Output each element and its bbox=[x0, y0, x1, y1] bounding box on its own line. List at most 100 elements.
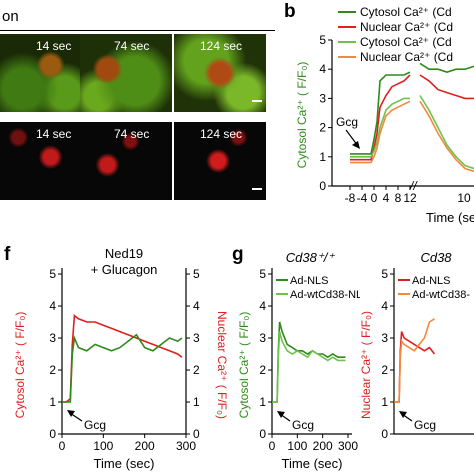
chart-g1-legend-label-0: Ad-NLS bbox=[290, 275, 329, 287]
chart-f-series-nuclear bbox=[62, 314, 183, 403]
chart-g2-ytick-label-1: 1 bbox=[381, 395, 388, 409]
chart-b-legend-label-1: Nuclear Ca²⁺ (Cd bbox=[360, 20, 453, 34]
chart-b-xtick-label-5: 12 bbox=[403, 191, 417, 205]
chart-g1-gcg-label: Gcg bbox=[292, 418, 314, 432]
chart-g1-series-ad-wtcd38-nls bbox=[272, 331, 346, 403]
micro-red-1: 14 sec bbox=[0, 122, 92, 200]
chart-f-ytick-left-label-5: 5 bbox=[49, 267, 56, 281]
micro-red-2: 74 sec bbox=[80, 122, 172, 200]
chart-f-ytick-right-label-2: 2 bbox=[193, 363, 200, 377]
chart-g2-ytick-label-3: 3 bbox=[381, 331, 388, 345]
chart-g1-ytick-label-2: 2 bbox=[259, 363, 266, 377]
chart-b-legend-label-0: Cytosol Ca²⁺ (Cd bbox=[360, 5, 452, 19]
chart-b-series-3 bbox=[350, 100, 411, 164]
chart-b-xtick-label-1: -4 bbox=[357, 191, 368, 205]
timestamp-red-1: 14 sec bbox=[36, 127, 72, 141]
chart-b-gcg-label: Gcg bbox=[336, 115, 358, 129]
chart-g2-legend-label-1: Ad-wtCd38- bbox=[412, 289, 470, 301]
scale-bar-green bbox=[252, 100, 262, 102]
chart-b-ytick-label-3: 3 bbox=[319, 91, 326, 105]
chart-f-title-line1: Ned19 bbox=[105, 246, 143, 261]
chart-b-xtick-label-0: -8 bbox=[345, 191, 356, 205]
chart-f-gcg-arrowhead bbox=[67, 410, 75, 417]
chart-f-xtick-label-1: 100 bbox=[93, 439, 113, 453]
scale-bar-red bbox=[252, 188, 262, 190]
chart-b-xtick-label-6: 10 bbox=[457, 191, 471, 205]
chart-g1-xtick-label-1: 100 bbox=[287, 439, 307, 453]
chart-g2-legend-label-0: Ad-NLS bbox=[412, 275, 451, 287]
chart-b-ytick-label-4: 4 bbox=[319, 62, 326, 76]
chart-b-xtick-label-4: 8 bbox=[395, 191, 402, 205]
chart-f-ytick-right-label-4: 4 bbox=[193, 299, 200, 313]
timestamp-green-3: 124 sec bbox=[200, 39, 243, 53]
chart-f: Ned19 + Glucagon Cytosol Ca²⁺ ( F/F₀) Nu… bbox=[13, 246, 229, 471]
micro-green-3: 124 sec bbox=[174, 34, 266, 112]
chart-b-xlabel: Time (sec bbox=[426, 210, 474, 225]
chart-f-ytick-right-label-5: 5 bbox=[193, 267, 200, 281]
chart-g2-ytick-label-0: 0 bbox=[381, 427, 388, 441]
chart-g1-gcg-arrowhead bbox=[277, 411, 285, 418]
chart-g2-gcg-arrowhead bbox=[399, 411, 407, 418]
chart-g2-ytick-label-4: 4 bbox=[381, 299, 388, 313]
chart-g2-gcg-label: Gcg bbox=[414, 418, 436, 432]
panel-letter-b: b bbox=[284, 1, 296, 22]
chart-b-yticks: 0 1 2 3 4 5 bbox=[319, 33, 332, 193]
chart-g2-series-ad-wtcd38 bbox=[394, 318, 435, 403]
chart-b-series-1 bbox=[350, 74, 411, 161]
chart-g1: Cd38⁺/⁺ Cytosol Ca²⁺ ( F/F₀) 0 1 2 3 4 5 0 100… bbox=[237, 250, 360, 471]
chart-g1-ytick-label-4: 4 bbox=[259, 299, 266, 313]
chart-f-xlabel: Time (sec) bbox=[94, 456, 155, 471]
chart-f-ytick-left-label-0: 0 bbox=[49, 427, 56, 441]
chart-b-break-mark: // bbox=[409, 179, 418, 193]
chart-b-series-cont-3 bbox=[419, 100, 474, 173]
chart-g2: Cd38 Nuclear Ca²⁺ ( F/F₀) 0 1 2 3 4 5 Ad-NLS A… bbox=[359, 250, 474, 441]
chart-f-xtick-label-3: 300 bbox=[176, 439, 196, 453]
chart-g1-xtick-label-0: 0 bbox=[269, 439, 276, 453]
chart-g1-xlabel: Time (sec) bbox=[282, 456, 343, 471]
chart-b-series-cont-2 bbox=[419, 95, 474, 170]
chart-b-legend-label-2: Cytosol Ca²⁺ (Cd bbox=[360, 35, 452, 49]
chart-b-xtick-label-3: 4 bbox=[383, 191, 390, 205]
chart-f-ytick-right-label-3: 3 bbox=[193, 331, 200, 345]
chart-f-xtick-label-2: 200 bbox=[135, 439, 155, 453]
chart-f-xtick-label-0: 0 bbox=[59, 439, 66, 453]
chart-b-series-2 bbox=[350, 97, 410, 158]
chart-f-series-cytosol bbox=[62, 333, 183, 403]
chart-g1-ytick-label-5: 5 bbox=[259, 267, 266, 281]
chart-f-title-line2: + Glucagon bbox=[91, 262, 158, 277]
chart-g2-ytick-label-5: 5 bbox=[381, 267, 388, 281]
chart-g2-title: Cd38 bbox=[420, 250, 452, 265]
chart-f-gcg-label: Gcg bbox=[84, 418, 106, 432]
chart-b-ytick-label-5: 5 bbox=[319, 33, 326, 47]
timestamp-red-2: 74 sec bbox=[114, 127, 150, 141]
chart-b-xticks: -8 -4 0 4 8 12 10 bbox=[345, 186, 471, 205]
chart-f-ytick-right-label-1: 1 bbox=[193, 395, 200, 409]
micro-green-2: 74 sec bbox=[80, 34, 172, 112]
chart-g1-series-ad-nls bbox=[272, 321, 346, 403]
micro-header-text: on bbox=[2, 8, 19, 25]
chart-g2-ytick-label-2: 2 bbox=[381, 363, 388, 377]
chart-f-ytick-left-label-4: 4 bbox=[49, 299, 56, 313]
chart-g1-legend-label-1: Ad-wtCd38-NLS bbox=[290, 289, 360, 301]
chart-g2-ylabel: Nuclear Ca²⁺ ( F/F₀) bbox=[359, 311, 373, 419]
micro-red-3: 124 sec bbox=[174, 122, 266, 200]
chart-f-ylabel-right: Nuclear Ca²⁺ ( F/F₀) bbox=[215, 311, 229, 419]
chart-f-ylabel-left: Cytosol Ca²⁺ ( F/F₀) bbox=[13, 312, 27, 419]
chart-b-ytick-label-2: 2 bbox=[319, 121, 326, 135]
panel-letter-f: f bbox=[4, 244, 11, 265]
chart-g1-xtick-label-3: 300 bbox=[338, 439, 358, 453]
micro-header-line bbox=[0, 30, 275, 31]
panel-letter-g: g bbox=[232, 244, 244, 265]
chart-f-ytick-left-label-3: 3 bbox=[49, 331, 56, 345]
chart-b-xtick-label-2: 0 bbox=[371, 191, 378, 205]
chart-b-series-0 bbox=[350, 71, 411, 155]
chart-b-series-cont-1 bbox=[419, 74, 474, 100]
chart-g1-ytick-label-3: 3 bbox=[259, 331, 266, 345]
chart-g1-xtick-label-2: 200 bbox=[313, 439, 333, 453]
chart-g1-ytick-label-1: 1 bbox=[259, 395, 266, 409]
timestamp-green-1: 14 sec bbox=[36, 39, 72, 53]
timestamp-red-3: 124 sec bbox=[200, 127, 243, 141]
chart-b-ylabel: Cytosol Ca²⁺ ( F/F₀) bbox=[295, 62, 309, 169]
chart-b-legend-label-3: Nuclear Ca²⁺ (Cd bbox=[360, 50, 453, 64]
